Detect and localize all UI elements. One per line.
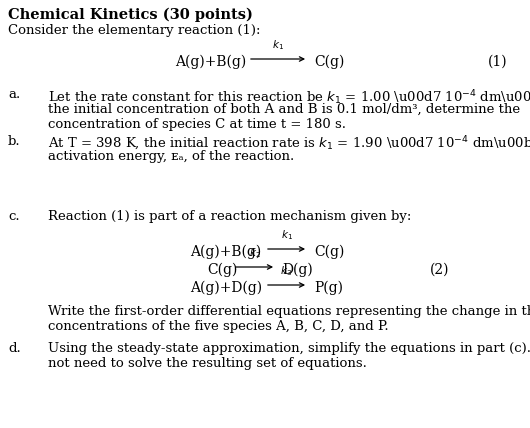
Text: (2): (2) xyxy=(430,263,449,277)
Text: Consider the elementary reaction (1):: Consider the elementary reaction (1): xyxy=(8,24,261,37)
Text: C(g): C(g) xyxy=(314,55,344,69)
Text: activation energy, ᴇₐ, of the reaction.: activation energy, ᴇₐ, of the reaction. xyxy=(48,150,294,163)
Text: (1): (1) xyxy=(488,55,508,69)
Text: A(g)+B(g): A(g)+B(g) xyxy=(175,55,246,69)
Text: concentration of species C at time t = 180 s.: concentration of species C at time t = 1… xyxy=(48,118,346,131)
Text: A(g)+B(g): A(g)+B(g) xyxy=(190,245,261,259)
Text: Using the steady-state approximation, simplify the equations in part (c). You do: Using the steady-state approximation, si… xyxy=(48,342,530,355)
Text: C(g): C(g) xyxy=(207,263,237,277)
Text: A(g)+D(g): A(g)+D(g) xyxy=(190,281,262,295)
Text: $k_3$: $k_3$ xyxy=(280,264,293,278)
Text: P(g): P(g) xyxy=(314,281,343,295)
Text: concentrations of the five species A, B, C, D, and P.: concentrations of the five species A, B,… xyxy=(48,320,388,333)
Text: Let the rate constant for this reaction be $k_1$ = 1.00 \u00d7 10$^{-4}$ dm\u00b: Let the rate constant for this reaction … xyxy=(48,88,530,107)
Text: c.: c. xyxy=(8,210,20,223)
Text: Reaction (1) is part of a reaction mechanism given by:: Reaction (1) is part of a reaction mecha… xyxy=(48,210,411,223)
Text: a.: a. xyxy=(8,88,20,101)
Text: C(g): C(g) xyxy=(314,245,344,259)
Text: d.: d. xyxy=(8,342,21,355)
Text: D(g): D(g) xyxy=(282,263,313,277)
Text: Chemical Kinetics (30 points): Chemical Kinetics (30 points) xyxy=(8,8,253,22)
Text: b.: b. xyxy=(8,135,21,148)
Text: $k_1$: $k_1$ xyxy=(280,228,293,242)
Text: Write the first-order differential equations representing the change in the: Write the first-order differential equat… xyxy=(48,305,530,318)
Text: $k_1$: $k_1$ xyxy=(272,38,284,52)
Text: the initial concentration of both A and B is 0.1 mol/dm³, determine the: the initial concentration of both A and … xyxy=(48,103,520,116)
Text: not need to solve the resulting set of equations.: not need to solve the resulting set of e… xyxy=(48,357,367,370)
Text: $k_2$: $k_2$ xyxy=(249,246,260,260)
Text: At T = 398 K, the initial reaction rate is $k_1$ = 1.90 \u00d7 10$^{-4}$ dm\u00b: At T = 398 K, the initial reaction rate … xyxy=(48,135,530,153)
